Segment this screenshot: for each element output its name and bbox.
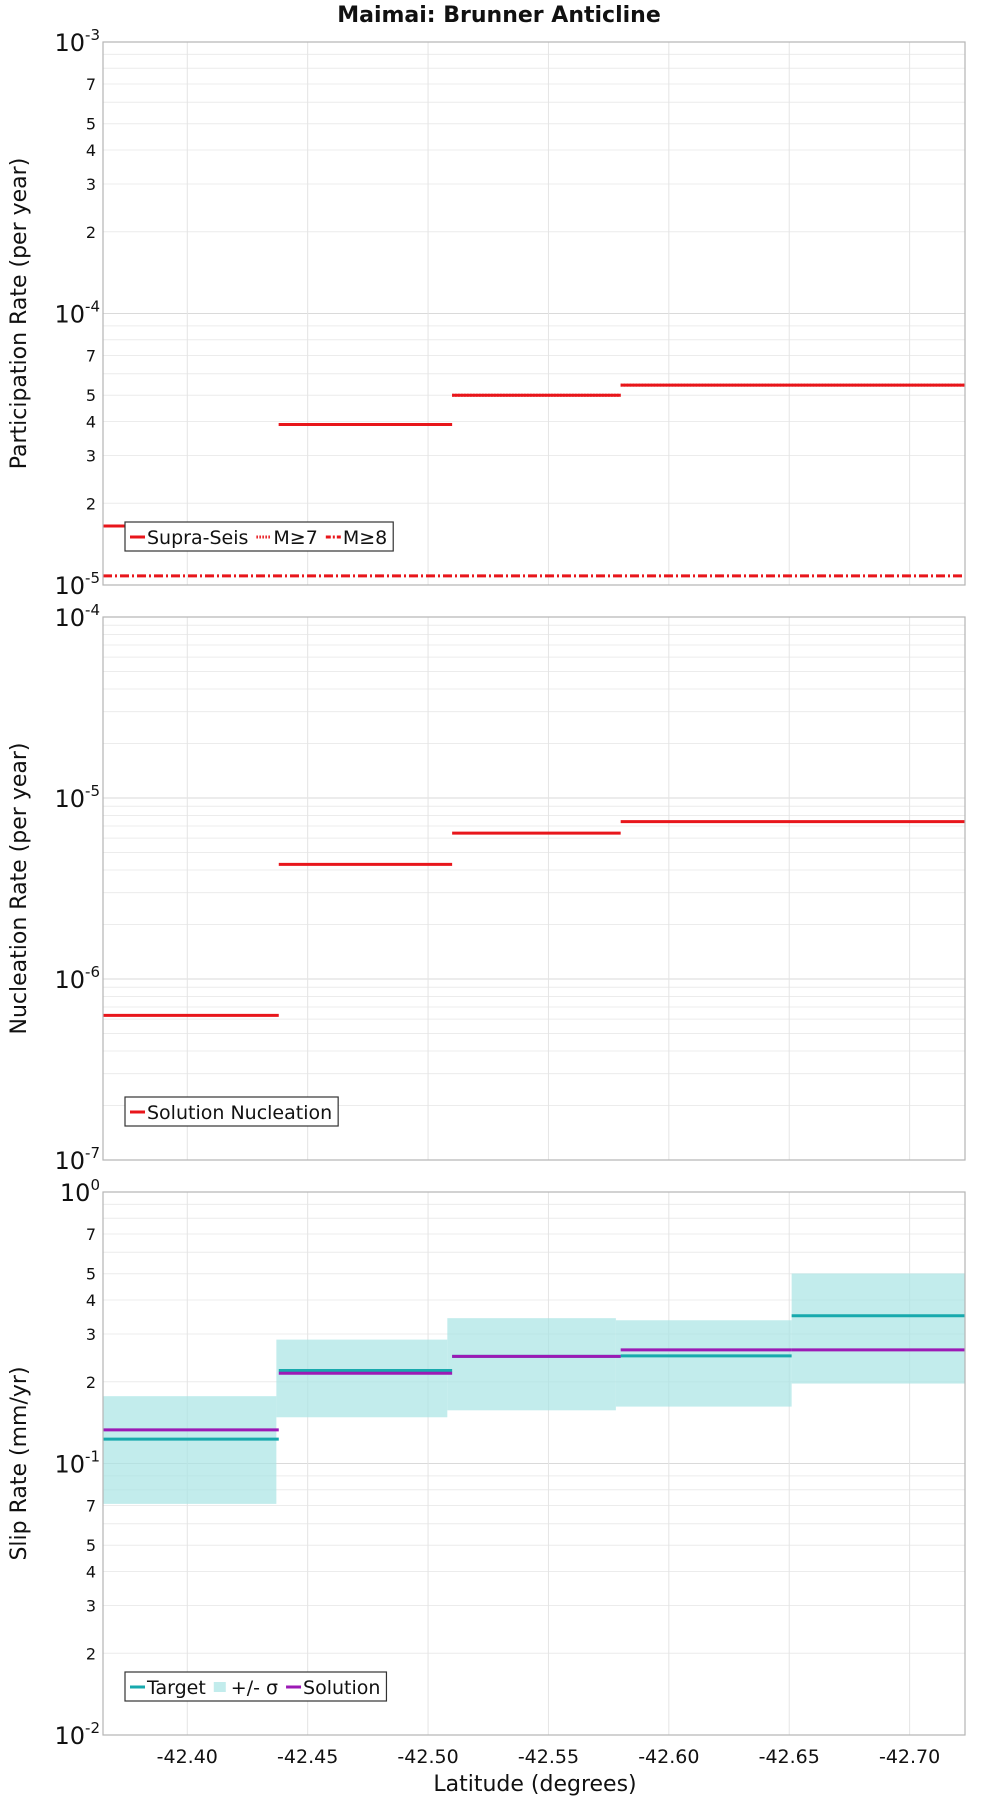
legend-box (124, 521, 394, 552)
figure-title: Maimai: Brunner Anticline (337, 3, 661, 28)
legend-label: +/- σ (231, 1677, 278, 1699)
legend: Supra-Seis M≥7 M≥8 (124, 521, 394, 552)
legend-label: M≥7 (273, 527, 317, 549)
y-tick-label: 3 (86, 175, 96, 194)
y-tick-label: 5 (86, 1265, 96, 1284)
y-tick-label: 10-7 (54, 1144, 100, 1175)
sigma-band (103, 1396, 277, 1504)
y-tick-label: 2 (86, 1644, 96, 1663)
legend-label: M≥8 (343, 527, 387, 549)
legend-swatch (213, 1682, 226, 1692)
sigma-band (447, 1318, 616, 1411)
x-tick-label: -42.50 (397, 1746, 458, 1768)
x-tick-label: -42.60 (638, 1746, 699, 1768)
legend-label: Supra-Seis (147, 527, 248, 549)
sigma-band (615, 1320, 792, 1407)
y-tick-label: 7 (86, 1497, 96, 1516)
y-tick-label: 10-4 (54, 601, 100, 632)
y-tick-label: 7 (86, 75, 96, 94)
y-tick-label: 7 (86, 347, 96, 366)
plot-area (103, 617, 965, 1160)
sigma-band (276, 1339, 448, 1418)
y-tick-label: 4 (86, 141, 96, 160)
x-tick-label: -42.70 (879, 1746, 940, 1768)
y-tick-label: 2 (86, 494, 96, 513)
y-tick-label: 10-5 (54, 782, 100, 813)
y-axis-label: Slip Rate (mm/yr) (7, 1366, 32, 1560)
legend-label: Solution (303, 1677, 380, 1699)
y-tick-label: 7 (86, 1225, 96, 1244)
y-tick-label: 5 (86, 115, 96, 134)
y-tick-label: 10-2 (54, 1719, 100, 1750)
y-tick-label: 2 (86, 1373, 96, 1392)
x-tick-labels: -42.40 -42.45 -42.50 -42.55 -42.60 -42.65 -42.… (157, 1746, 941, 1768)
legend-box (124, 1671, 388, 1702)
y-tick-label: 10-3 (54, 26, 100, 57)
y-tick-label: 5 (86, 1536, 96, 1555)
x-axis-label: Latitude (degrees) (433, 1772, 636, 1797)
y-tick-label: 10-1 (54, 1448, 100, 1479)
y-tick-label: 10-5 (54, 569, 100, 600)
y-tick-label: 4 (86, 1291, 96, 1310)
series-solution-nucleation (103, 820, 965, 1017)
series-solution (103, 1348, 965, 1432)
x-tick-label: -42.40 (157, 1746, 218, 1768)
legend: Solution Nucleation (124, 1096, 339, 1127)
x-tick-label: -42.55 (518, 1746, 579, 1768)
y-tick-label: 4 (86, 1563, 96, 1582)
plot-frame (102, 616, 966, 1161)
legend-box (124, 1096, 339, 1127)
y-tick-label: 10-6 (54, 963, 100, 994)
y-axis-label: Participation Rate (per year) (7, 158, 32, 470)
plot-frame (102, 1191, 966, 1736)
y-tick-label: 3 (86, 1596, 96, 1615)
x-tick-label: -42.45 (277, 1746, 338, 1768)
nucleation-panel: 10-4 10-5 10-6 10-7 Nucleation Rate (per yea… (7, 601, 966, 1175)
sigma-band (791, 1273, 965, 1384)
y-tick-label: 3 (86, 446, 96, 465)
legend-label: Solution Nucleation (147, 1102, 332, 1124)
legend-label: Target (146, 1677, 206, 1699)
legend: Target +/- σ Solution (124, 1671, 388, 1702)
series-- (103, 1273, 965, 1504)
y-tick-label: 4 (86, 413, 96, 432)
participation-panel: 10-3 7 5 4 3 2 10-4 7 5 4 3 2 10-5 Participation Rate… (7, 26, 966, 600)
x-tick-label: -42.65 (759, 1746, 820, 1768)
y-axis-label: Nucleation Rate (per year) (7, 743, 32, 1035)
y-tick-label: 5 (86, 386, 96, 405)
plot-frame (102, 41, 966, 586)
y-tick-label: 100 (60, 1176, 100, 1207)
slip-rate-panel: 100 7 5 4 3 2 10-1 7 5 4 3 2 10-2 Slip Rate (mm/yr) Ta… (7, 1176, 966, 1750)
y-tick-label: 3 (86, 1325, 96, 1344)
y-tick-label: 2 (86, 223, 96, 242)
y-tick-label: 10-4 (54, 298, 100, 329)
